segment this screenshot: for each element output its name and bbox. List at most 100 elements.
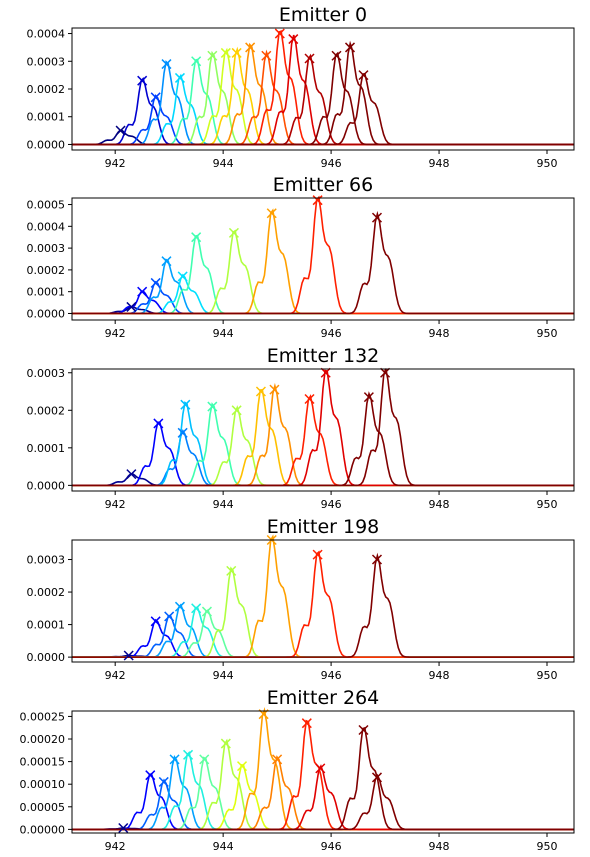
peak-marker [174,72,185,83]
peak-marker [288,34,299,45]
spectrum-series-line [72,402,574,487]
y-tick-label: 0.0002 [27,586,66,599]
spectrum-series-line [72,210,574,315]
peak-marker [272,754,283,765]
peak-marker [380,367,391,378]
peak-marker [245,42,256,53]
y-tick-label: 0.0000 [27,307,66,320]
spectrum-series-line [72,405,574,487]
y-tick-label: 0.0005 [27,199,66,212]
spectrum-series-line [72,60,574,146]
peak-marker [164,611,175,622]
peak-marker [177,271,188,282]
peak-marker [207,401,218,412]
peak-marker [269,384,280,395]
chart-panel: Emitter 66 942 944 946 948 950 0.0000 0.0001 0.0… [27,174,575,340]
spectrum-series-line [72,421,574,487]
spectrum-series-line [72,369,574,487]
chart-panel: Emitter 132 942 944 946 948 950 0.0000 0.0001 0.… [27,345,575,511]
peak-marker [158,776,169,787]
spectrum-series-line [72,606,574,658]
peak-marker [191,56,202,67]
y-tick-label: 0.0003 [27,55,66,68]
peak-marker [231,405,242,416]
y-tick-label: 0.0003 [27,367,66,380]
x-tick-label: 948 [429,840,450,853]
peak-marker [371,772,383,783]
peak-marker [126,469,137,480]
x-tick-label: 944 [213,498,234,511]
spectrum-series-line [72,618,574,658]
spectrum-series-line [72,552,574,658]
y-tick-label: 0.0003 [27,242,66,255]
axes-frame [71,197,575,321]
y-tick-label: 0.0001 [27,286,66,299]
peak-marker [207,50,218,61]
axes-frame [71,368,575,492]
peak-marker [274,28,285,39]
peak-marker [363,392,374,403]
y-tick-label: 0.00005 [20,801,66,814]
spectrum-series-line [72,382,574,487]
peak-marker [237,761,248,772]
spectrum-series-line [72,53,574,146]
peak-marker [191,232,202,243]
y-tick-label: 0.00000 [20,823,66,836]
y-tick-label: 0.0002 [27,83,66,96]
peak-marker [226,565,237,576]
spectrum-series-line [72,608,574,658]
x-tick-label: 950 [537,669,558,682]
y-tick-label: 0.00025 [20,710,66,723]
peak-marker [301,718,312,729]
chart-panel: Emitter 0 942 944 946 948 950 0.0000 0.0001 0.00… [27,4,575,170]
peak-marker [115,125,126,136]
peak-marker [255,386,266,397]
peak-marker [201,606,212,617]
peak-marker [183,749,194,760]
x-tick-label: 946 [321,157,342,170]
peak-marker [371,554,383,565]
x-tick-label: 946 [321,327,342,340]
y-tick-label: 0.00015 [20,756,66,769]
chart-title: Emitter 132 [267,345,380,367]
axes-frame [71,539,575,663]
x-tick-label: 950 [537,498,558,511]
peak-marker [320,367,331,378]
spectrum-series-line [72,368,574,487]
y-tick-label: 0.0001 [27,619,66,632]
x-tick-label: 942 [105,157,126,170]
peak-marker [231,47,242,58]
chart-title: Emitter 66 [273,174,373,196]
peak-marker [266,208,277,219]
y-tick-label: 0.0000 [27,479,66,492]
peak-marker [118,822,129,834]
chart-panel: Emitter 264 942 944 946 948 950 0.00000 0.00005… [20,687,575,853]
peak-marker [261,50,272,61]
peak-marker [312,549,323,560]
x-tick-label: 946 [321,498,342,511]
peak-marker [177,427,188,438]
peak-marker [344,42,356,53]
x-tick-label: 942 [105,840,126,853]
x-tick-label: 942 [105,498,126,511]
y-tick-label: 0.0004 [27,220,66,233]
peak-marker [312,195,323,206]
peak-marker [150,92,161,103]
peak-marker [161,59,172,70]
x-tick-label: 948 [429,157,450,170]
y-tick-label: 0.0000 [27,138,66,151]
peak-marker [358,724,369,736]
peak-marker [150,277,161,288]
spectrum-series-line [72,772,574,831]
spectrum-series-line [72,72,574,146]
x-tick-label: 944 [213,327,234,340]
peak-marker [180,399,191,410]
peak-marker [126,301,137,312]
spectrum-series-line [72,394,574,487]
y-tick-label: 0.0001 [27,111,66,124]
peak-marker [304,53,315,64]
axes-frame [71,27,575,151]
x-tick-label: 942 [105,327,126,340]
peak-marker [153,418,164,429]
